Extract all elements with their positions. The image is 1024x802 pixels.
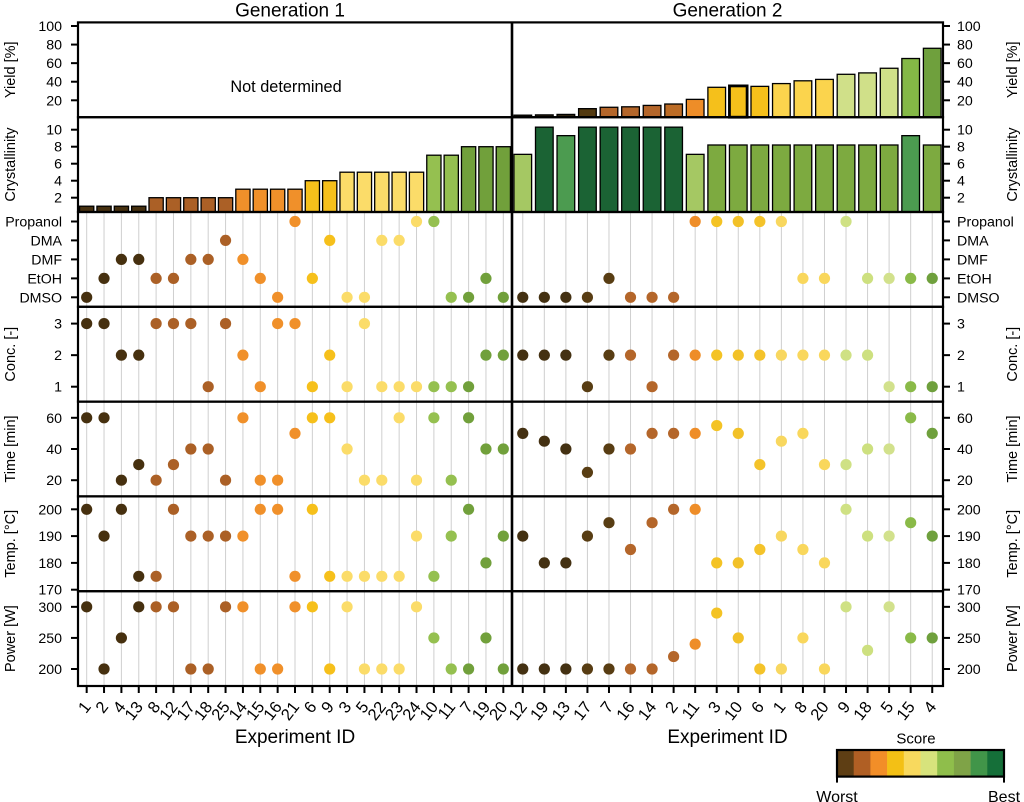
- svg-text:200: 200: [957, 662, 981, 678]
- svg-text:DMF: DMF: [31, 252, 62, 268]
- svg-text:EtOH: EtOH: [27, 271, 62, 287]
- svg-text:Experiment ID: Experiment ID: [235, 727, 355, 748]
- svg-text:180: 180: [957, 556, 981, 572]
- svg-text:Time [min]: Time [min]: [3, 415, 19, 482]
- svg-text:2: 2: [957, 191, 965, 207]
- svg-text:20: 20: [46, 473, 62, 489]
- svg-text:1: 1: [957, 380, 965, 396]
- svg-text:200: 200: [38, 502, 62, 518]
- svg-text:Not determined: Not determined: [230, 78, 341, 96]
- svg-text:Power [W]: Power [W]: [1005, 605, 1021, 672]
- svg-text:10: 10: [957, 123, 973, 139]
- svg-text:8: 8: [957, 140, 965, 156]
- svg-text:Generation 2: Generation 2: [673, 1, 783, 22]
- svg-text:2: 2: [54, 348, 62, 364]
- svg-text:80: 80: [46, 38, 62, 54]
- svg-text:250: 250: [957, 631, 981, 647]
- svg-text:180: 180: [38, 556, 62, 572]
- svg-text:60: 60: [46, 411, 62, 427]
- svg-text:60: 60: [46, 56, 62, 72]
- svg-text:200: 200: [38, 662, 62, 678]
- svg-text:Time [min]: Time [min]: [1005, 415, 1021, 482]
- svg-text:20: 20: [957, 93, 973, 109]
- svg-text:2: 2: [54, 191, 62, 207]
- svg-text:40: 40: [46, 75, 62, 91]
- svg-text:190: 190: [957, 529, 981, 545]
- svg-text:Conc. [-]: Conc. [-]: [1005, 327, 1021, 382]
- svg-text:6: 6: [54, 157, 62, 173]
- svg-text:60: 60: [957, 56, 973, 72]
- svg-text:Crystallinity: Crystallinity: [3, 127, 19, 202]
- svg-text:4: 4: [957, 174, 965, 190]
- svg-text:100: 100: [957, 19, 981, 35]
- svg-text:Yield [%]: Yield [%]: [3, 41, 19, 98]
- svg-text:DMA: DMA: [957, 233, 989, 249]
- svg-text:20: 20: [46, 93, 62, 109]
- svg-text:170: 170: [38, 583, 62, 599]
- svg-text:20: 20: [957, 473, 973, 489]
- svg-text:Worst: Worst: [816, 789, 858, 802]
- svg-text:Temp. [°C]: Temp. [°C]: [3, 510, 19, 578]
- svg-text:10: 10: [46, 123, 62, 139]
- svg-text:3: 3: [54, 317, 62, 333]
- svg-text:4: 4: [54, 174, 62, 190]
- svg-text:DMF: DMF: [957, 252, 988, 268]
- svg-text:8: 8: [54, 140, 62, 156]
- svg-text:6: 6: [957, 157, 965, 173]
- svg-text:40: 40: [957, 442, 973, 458]
- svg-text:DMSO: DMSO: [957, 290, 1000, 306]
- svg-text:Score: Score: [896, 731, 935, 748]
- svg-text:Propanol: Propanol: [957, 215, 1014, 231]
- svg-text:300: 300: [957, 600, 981, 616]
- svg-text:Yield [%]: Yield [%]: [1005, 41, 1021, 98]
- svg-text:Best: Best: [988, 789, 1021, 802]
- svg-text:Power [W]: Power [W]: [3, 605, 19, 672]
- svg-text:80: 80: [957, 38, 973, 54]
- svg-text:Temp. [°C]: Temp. [°C]: [1005, 510, 1021, 578]
- svg-text:190: 190: [38, 529, 62, 545]
- svg-text:40: 40: [46, 442, 62, 458]
- svg-text:Generation 1: Generation 1: [235, 1, 345, 22]
- svg-text:Experiment ID: Experiment ID: [667, 727, 787, 748]
- svg-text:200: 200: [957, 502, 981, 518]
- svg-text:100: 100: [38, 19, 62, 35]
- svg-text:2: 2: [957, 348, 965, 364]
- svg-text:170: 170: [957, 583, 981, 599]
- svg-text:60: 60: [957, 411, 973, 427]
- svg-text:250: 250: [38, 631, 62, 647]
- svg-text:Crystallinity: Crystallinity: [1005, 127, 1021, 202]
- svg-text:DMSO: DMSO: [19, 290, 62, 306]
- svg-text:EtOH: EtOH: [957, 271, 992, 287]
- svg-text:300: 300: [38, 600, 62, 616]
- svg-text:1: 1: [54, 380, 62, 396]
- svg-text:40: 40: [957, 75, 973, 91]
- svg-text:DMA: DMA: [30, 233, 62, 249]
- svg-text:Propanol: Propanol: [5, 215, 62, 231]
- svg-text:Conc. [-]: Conc. [-]: [3, 327, 19, 382]
- svg-text:3: 3: [957, 317, 965, 333]
